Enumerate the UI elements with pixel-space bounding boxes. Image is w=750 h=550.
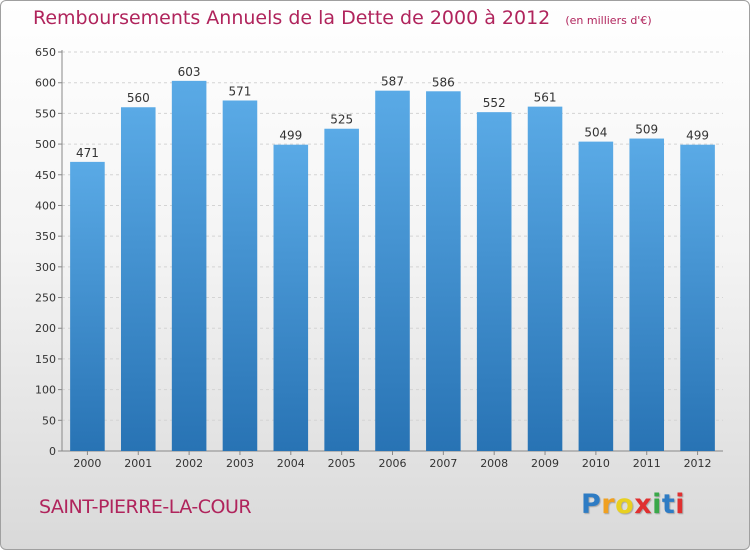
bar-value-label: 603 bbox=[178, 65, 201, 79]
x-tick-label: 2008 bbox=[480, 457, 508, 470]
x-tick-label: 2000 bbox=[73, 457, 101, 470]
logo-letter: x bbox=[634, 489, 653, 520]
logo-letter: P bbox=[581, 489, 602, 520]
x-tick-label: 2006 bbox=[379, 457, 407, 470]
bar-value-label: 499 bbox=[279, 129, 302, 143]
bar bbox=[273, 144, 309, 451]
bar bbox=[527, 106, 563, 451]
bar bbox=[222, 100, 258, 452]
logo-letter: t bbox=[661, 489, 676, 520]
y-tick-label: 100 bbox=[35, 384, 56, 397]
bar-value-label: 552 bbox=[483, 96, 506, 110]
bar bbox=[120, 107, 156, 451]
bar bbox=[680, 144, 715, 451]
bar-value-label: 586 bbox=[432, 75, 455, 89]
bar bbox=[324, 128, 359, 451]
y-tick-label: 300 bbox=[35, 261, 56, 274]
bar-value-label: 561 bbox=[534, 91, 557, 105]
title-row: Remboursements Annuels de la Dette de 20… bbox=[33, 7, 652, 29]
bar-value-label: 525 bbox=[330, 113, 353, 127]
y-tick-label: 450 bbox=[35, 169, 56, 182]
bar-value-label: 571 bbox=[229, 84, 252, 98]
x-tick-label: 2010 bbox=[582, 457, 610, 470]
y-tick-label: 0 bbox=[49, 445, 56, 458]
x-tick-label: 2009 bbox=[531, 457, 559, 470]
commune-name: SAINT-PIERRE-LA-COUR bbox=[39, 496, 252, 518]
y-tick-label: 650 bbox=[35, 46, 56, 59]
x-tick-label: 2002 bbox=[175, 457, 203, 470]
x-tick-label: 2012 bbox=[684, 457, 712, 470]
bar-value-label: 471 bbox=[76, 146, 99, 160]
bar bbox=[426, 91, 461, 451]
logo-letter: o bbox=[615, 489, 635, 520]
labels: 0 50 100 150 200 250 300 350 400 450 500 550 600 650 4… bbox=[35, 46, 712, 470]
bar-value-label: 499 bbox=[686, 129, 709, 143]
bar-value-label: 504 bbox=[584, 126, 607, 140]
logo-letter: i bbox=[675, 489, 686, 520]
bar bbox=[375, 90, 410, 452]
x-tick-label: 2003 bbox=[226, 457, 254, 470]
x-tick-label: 2001 bbox=[124, 457, 152, 470]
y-tick-label: 200 bbox=[35, 322, 56, 335]
y-tick-label: 500 bbox=[35, 138, 56, 151]
y-tick-label: 150 bbox=[35, 353, 56, 366]
bar bbox=[578, 141, 614, 452]
bar bbox=[629, 138, 665, 451]
bars bbox=[70, 80, 715, 452]
bar-value-label: 587 bbox=[381, 75, 404, 89]
x-tick-label: 2004 bbox=[277, 457, 305, 470]
bar bbox=[70, 161, 105, 451]
chart-unit-note: (en milliers d'€) bbox=[565, 14, 652, 27]
x-tick-label: 2005 bbox=[328, 457, 356, 470]
y-tick-label: 250 bbox=[35, 292, 56, 305]
y-tick-label: 400 bbox=[35, 199, 56, 212]
logo-letter: i bbox=[652, 489, 662, 520]
logo-letter: r bbox=[601, 489, 616, 520]
y-tick-label: 50 bbox=[42, 414, 56, 427]
bar bbox=[171, 80, 207, 451]
y-tick-label: 550 bbox=[35, 107, 56, 120]
bar-value-label: 509 bbox=[635, 123, 658, 137]
bar bbox=[476, 112, 512, 451]
x-tick-label: 2007 bbox=[429, 457, 457, 470]
y-tick-label: 600 bbox=[35, 77, 56, 90]
x-tick-label: 2011 bbox=[633, 457, 661, 470]
chart-title: Remboursements Annuels de la Dette de 20… bbox=[33, 7, 551, 29]
proxiti-logo: Proxiti bbox=[581, 489, 685, 520]
y-tick-label: 350 bbox=[35, 230, 56, 243]
bar-value-label: 560 bbox=[127, 91, 150, 105]
